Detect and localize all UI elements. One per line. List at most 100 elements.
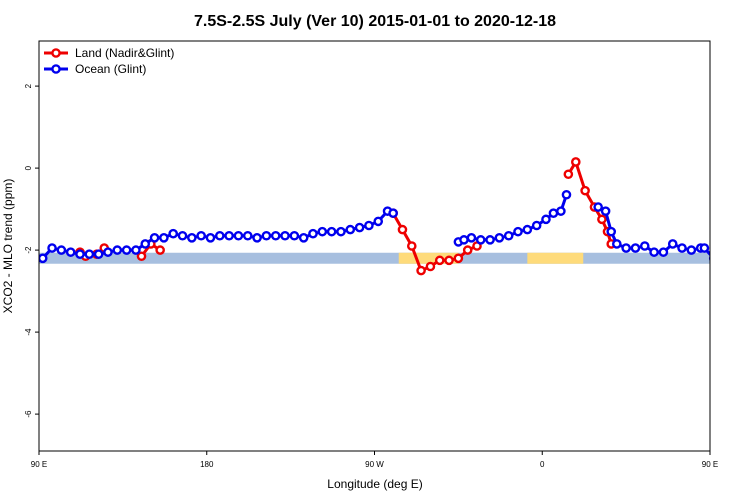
y-tick-label: -4 xyxy=(24,328,33,336)
land-data-point xyxy=(136,251,147,262)
legend-land-marker xyxy=(51,48,61,58)
ocean-data-point xyxy=(149,232,160,243)
ocean-data-point xyxy=(556,206,566,216)
land-data-point xyxy=(444,255,454,266)
ocean-data-point xyxy=(548,208,559,218)
ocean-series-line xyxy=(597,205,710,257)
land-data-point xyxy=(406,241,417,251)
ocean-data-point xyxy=(658,247,669,257)
ocean-data-point xyxy=(140,239,151,249)
ocean-data-point xyxy=(686,245,697,255)
ocean-data-point xyxy=(196,230,206,241)
ocean-data-point xyxy=(600,206,611,216)
ocean-data-point xyxy=(494,232,505,243)
ocean-data-point xyxy=(541,214,551,225)
ocean-data-point xyxy=(56,245,67,255)
x-axis: 90 E 180 90 W 0 90 E xyxy=(31,451,718,469)
ocean-data-point xyxy=(639,241,650,251)
plot-area xyxy=(39,157,745,276)
ocean-data-point xyxy=(612,239,622,249)
x-axis-label: Longitude (deg E) xyxy=(327,477,422,491)
ocean-data-point xyxy=(621,243,631,253)
ocean-data-point xyxy=(39,253,48,264)
land-data-point xyxy=(462,245,473,255)
chart-title: 7.5S-2.5S July (Ver 10) 2015-01-01 to 20… xyxy=(194,13,556,30)
ocean-data-point xyxy=(298,232,309,243)
ocean-series xyxy=(39,189,745,264)
ocean-data-point xyxy=(65,247,76,257)
ocean-data-point xyxy=(459,235,469,245)
ocean-data-point xyxy=(205,232,216,243)
ocean-data-point xyxy=(326,226,337,237)
land-data-point xyxy=(453,253,464,264)
ocean-data-point xyxy=(606,226,617,237)
ocean-data-point xyxy=(270,230,281,241)
x-tick-label: 90 W xyxy=(365,460,384,469)
ocean-data-point xyxy=(317,226,328,237)
ocean-data-point xyxy=(708,255,710,262)
x-tick-label: 90 E xyxy=(31,460,47,469)
ocean-data-point xyxy=(503,230,514,241)
ocean-data-point xyxy=(47,243,57,253)
ocean-data-point xyxy=(364,220,374,231)
ocean-data-point xyxy=(242,230,253,241)
ocean-data-point xyxy=(522,224,533,235)
ocean-data-point xyxy=(84,249,95,259)
ocean-data-point xyxy=(224,230,234,241)
ocean-data-point xyxy=(485,235,495,245)
ocean-data-point xyxy=(531,220,542,231)
ocean-data-point xyxy=(187,232,197,243)
land-data-point xyxy=(416,265,426,276)
ocean-data-point xyxy=(649,247,659,257)
ocean-data-point xyxy=(131,245,141,255)
legend-land-label: Land (Nadir&Glint) xyxy=(75,46,174,60)
ocean-data-point xyxy=(373,216,384,227)
land-data-point xyxy=(563,169,574,180)
ocean-data-point xyxy=(699,243,710,253)
land-data-point xyxy=(571,157,581,167)
ocean-data-point xyxy=(289,230,300,241)
x-tick-label: 90 E xyxy=(702,460,718,469)
ocean-data-point xyxy=(630,243,641,253)
ocean-data-point xyxy=(345,224,356,235)
ocean-data-point xyxy=(513,226,523,237)
ocean-data-point xyxy=(729,249,736,256)
ocean-data-point xyxy=(308,228,318,239)
y-tick-label: -6 xyxy=(24,410,33,418)
ocean-data-point xyxy=(280,230,290,241)
ocean-data-point xyxy=(75,249,85,259)
land-data-point xyxy=(580,185,590,196)
ocean-data-point xyxy=(252,232,262,243)
ocean-data-point xyxy=(738,249,745,256)
y-tick-label: 2 xyxy=(24,83,33,88)
x-tick-label: 180 xyxy=(200,460,214,469)
y-tick-label: 0 xyxy=(24,165,33,170)
ocean-data-point xyxy=(677,243,687,253)
ocean-data-point xyxy=(93,249,104,259)
land-data-point xyxy=(397,224,408,235)
ocean-data-point xyxy=(388,208,398,218)
ocean-data-point xyxy=(336,226,346,237)
ocean-data-point xyxy=(112,245,123,255)
ocean-data-point xyxy=(177,230,188,241)
ocean-data-point xyxy=(354,222,365,233)
y-tick-label: -2 xyxy=(24,246,33,254)
ocean-data-point xyxy=(159,232,169,243)
ocean-data-point xyxy=(121,245,132,255)
ocean-data-point xyxy=(719,244,726,251)
ocean-data-point xyxy=(233,230,244,241)
legend-ocean-marker xyxy=(51,64,61,74)
ocean-data-point xyxy=(261,230,272,241)
ocean-data-point xyxy=(475,235,486,245)
ocean-data-point xyxy=(103,247,113,257)
ocean-data-point xyxy=(466,232,477,243)
legend: Land (Nadir&Glint) Ocean (Glint) xyxy=(44,46,174,76)
x-tick-label: 0 xyxy=(540,460,545,469)
ocean-data-point xyxy=(593,202,603,212)
ocean-data-point xyxy=(667,239,678,249)
land-data-point xyxy=(155,245,165,255)
land-series-line xyxy=(391,212,478,273)
ocean-data-point xyxy=(561,189,572,200)
y-axis-label: XCO2 - MLO trend (ppm) xyxy=(1,179,15,314)
ocean-data-point xyxy=(214,230,225,241)
